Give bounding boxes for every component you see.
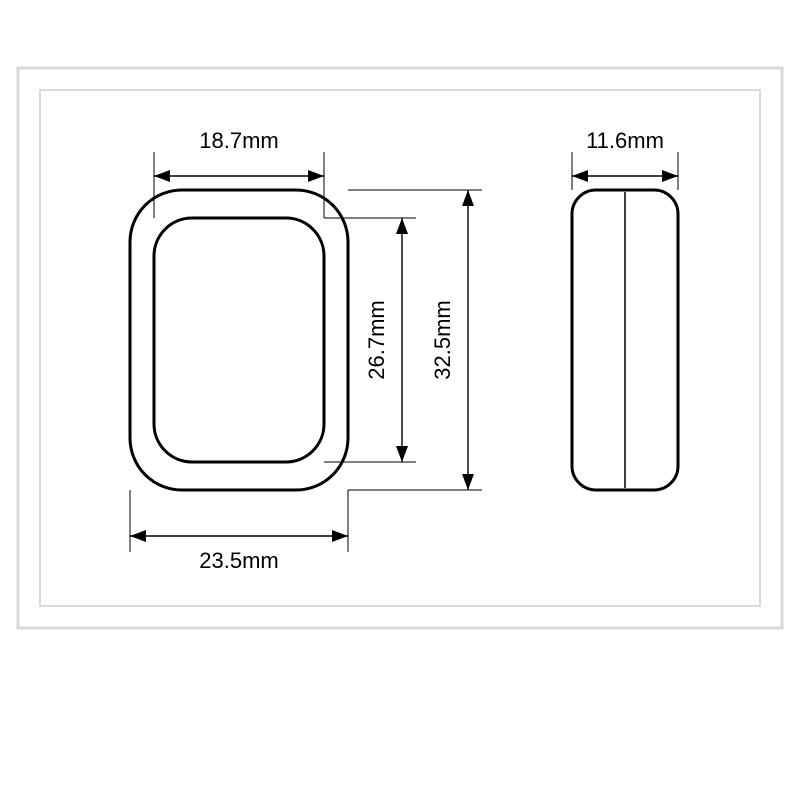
technical-drawing: 18.7mm 11.6mm 23.5mm 26.7mm 32.5mm: [0, 0, 800, 800]
dimension-label: 26.7mm: [364, 300, 389, 379]
dimension-label: 11.6mm: [586, 128, 664, 153]
dimension-label: 23.5mm: [199, 548, 278, 573]
inner-frame: [40, 90, 760, 606]
dimension-label: 18.7mm: [199, 128, 278, 153]
dimension-label: 32.5mm: [430, 300, 455, 379]
